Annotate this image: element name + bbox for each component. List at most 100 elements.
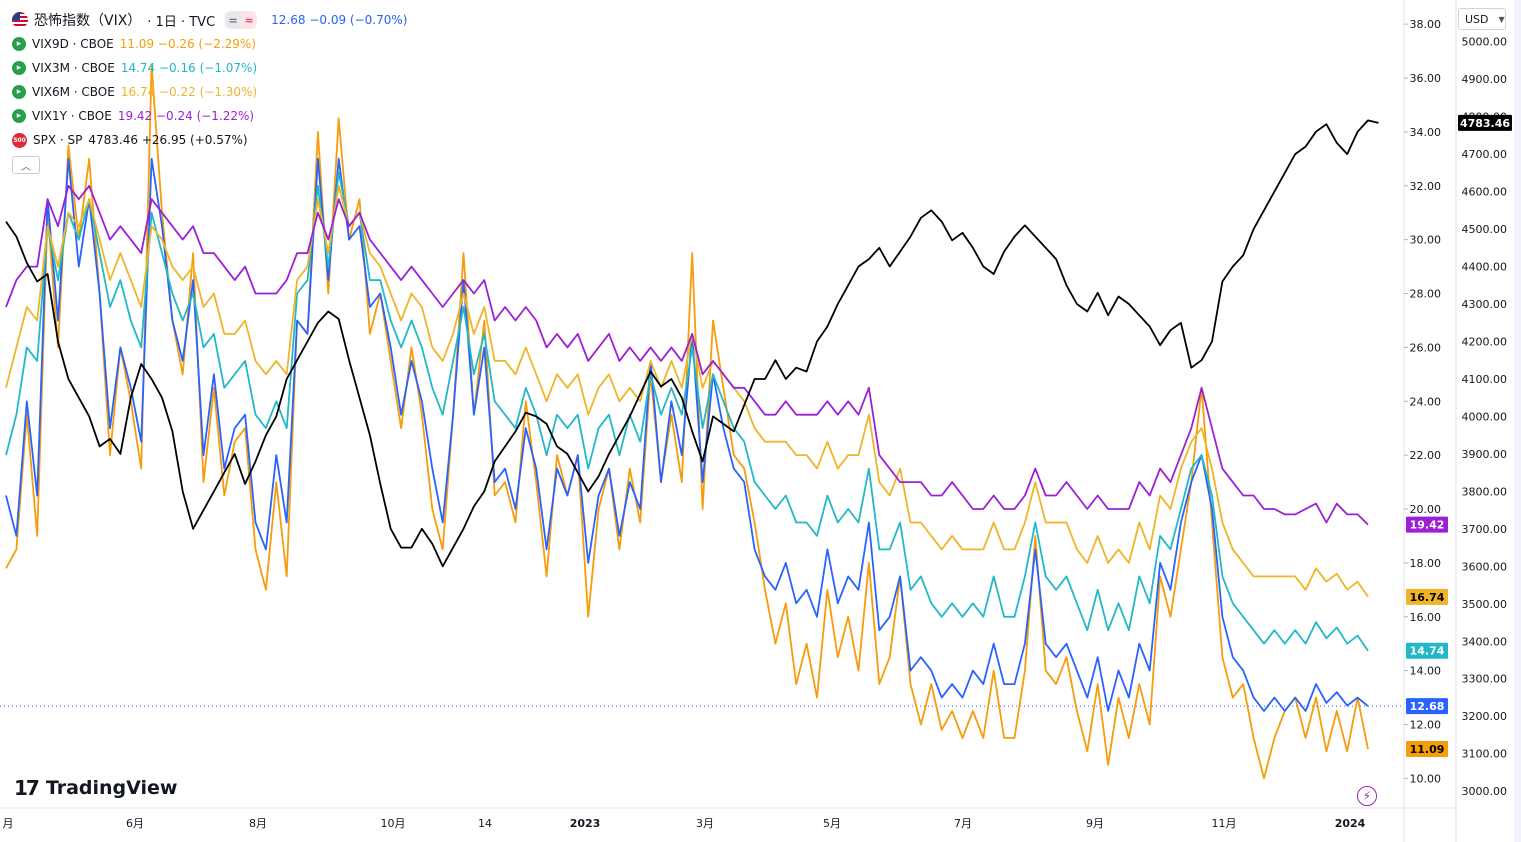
right-tick-label: 3600.00: [1462, 560, 1508, 573]
right-tick-label: 5000.00: [1462, 36, 1508, 49]
last-value-badge: [1406, 698, 1448, 715]
right-tick-label: 4700.00: [1462, 148, 1508, 161]
last-value-badge: [1406, 642, 1448, 659]
legend-symbol[interactable]: VIX1Y · CBOE: [32, 109, 112, 123]
last-value-labels: 11.09 12.68 14.74 16.74 19.42 4783.46: [1406, 114, 1512, 758]
last-value-text: 12.68: [1410, 700, 1445, 713]
series-line-vix3m[interactable]: [5, 171, 1369, 652]
currency-selector[interactable]: USD ▼: [1458, 8, 1506, 30]
last-value-badge: [1406, 516, 1448, 533]
collapse-legend-button[interactable]: ︿: [12, 156, 40, 174]
legend-value: 4783.46 +26.95 (+0.57%): [88, 133, 248, 147]
x-tick-label: 2023: [570, 817, 601, 830]
equals-icon[interactable]: =: [225, 11, 242, 29]
x-tick-label: 3月: [696, 817, 714, 830]
cboe-badge-icon: ▸: [12, 61, 26, 75]
series-line-spx[interactable]: [5, 119, 1379, 568]
right-tick-label: 4200.00: [1462, 335, 1508, 348]
legend-row[interactable]: 500 SPX · SP 4783.46 +26.95 (+0.57%): [12, 128, 407, 152]
legend-row[interactable]: ▸ VIX6M · CBOE 16.74 −0.22 (−1.30%): [12, 80, 407, 104]
approx-icon[interactable]: ≈: [241, 11, 258, 29]
left-tick-label: 34.00: [1410, 126, 1442, 139]
lightning-icon[interactable]: ⚡: [1357, 786, 1377, 806]
main-interval: · 1日 · TVC: [147, 14, 216, 30]
left-tick-label: 24.00: [1410, 395, 1442, 408]
right-tick-label: 4600.00: [1462, 186, 1508, 199]
x-tick-label: 2024: [1335, 817, 1366, 830]
series-line-vix9d[interactable]: [5, 63, 1369, 780]
x-tick-label: 6月: [126, 817, 144, 830]
last-value-text: 11.09: [1410, 743, 1445, 756]
legend-row[interactable]: ▸ VIX9D · CBOE 11.09 −0.26 (−2.29%): [12, 32, 407, 56]
right-tick-label: 4900.00: [1462, 73, 1508, 86]
tradingview-logo[interactable]: 17 TradingView: [14, 776, 177, 800]
last-value-badge: [1458, 114, 1512, 131]
tradingview-wordmark: TradingView: [45, 777, 178, 799]
compare-pill[interactable]: = ≈: [225, 11, 258, 29]
legend-symbol[interactable]: VIX3M · CBOE: [32, 61, 115, 75]
x-tick-label: 14: [478, 817, 492, 830]
currency-label: USD: [1465, 12, 1489, 26]
main-value: 12.68 −0.09 (−0.70%): [271, 13, 408, 27]
right-tick-label: 4300.00: [1462, 298, 1508, 311]
cboe-badge-icon: ▸: [12, 37, 26, 51]
right-tick-label: 4000.00: [1462, 410, 1508, 423]
right-tick-label: 3900.00: [1462, 448, 1508, 461]
tradingview-mark-icon: 17: [14, 776, 40, 800]
legend-value: 14.74 −0.16 (−1.07%): [120, 61, 258, 75]
last-value-text: 4783.46: [1460, 117, 1510, 130]
cboe-badge-icon: ▸: [12, 109, 26, 123]
left-tick-label: 38.00: [1410, 18, 1442, 31]
right-tick-label: 3400.00: [1462, 635, 1508, 648]
legend-value: 11.09 −0.26 (−2.29%): [119, 37, 257, 51]
left-tick-label: 20.00: [1410, 503, 1442, 516]
legend-symbol[interactable]: VIX9D · CBOE: [32, 37, 114, 51]
x-tick-label: 11月: [1212, 817, 1237, 830]
left-tick-label: 14.00: [1410, 665, 1442, 678]
right-tick-label: 4100.00: [1462, 373, 1508, 386]
last-value-text: 14.74: [1410, 645, 1445, 658]
left-tick-label: 22.00: [1410, 449, 1442, 462]
scrollbar-track[interactable]: [1514, 0, 1521, 842]
series-line-vix6m[interactable]: [5, 184, 1369, 598]
sp500-badge-icon: 500: [12, 132, 27, 148]
right-tick-label: 3200.00: [1462, 710, 1508, 723]
right-tick-label: 3800.00: [1462, 485, 1508, 498]
us-flag-icon: [12, 12, 28, 28]
x-tick-label: 5月: [823, 817, 841, 830]
right-tick-label: 3700.00: [1462, 523, 1508, 536]
last-value-text: 16.74: [1410, 591, 1445, 604]
legend-row[interactable]: ▸ VIX3M · CBOE 14.74 −0.16 (−1.07%): [12, 56, 407, 80]
legend-value: 19.42 −0.24 (−1.22%): [117, 109, 255, 123]
x-tick-label: 8月: [249, 817, 267, 830]
x-tick-label: 月: [3, 817, 14, 830]
right-tick-label: 4400.00: [1462, 261, 1508, 274]
left-tick-label: 36.00: [1410, 72, 1442, 85]
legend-symbol[interactable]: VIX6M · CBOE: [32, 85, 115, 99]
series-line-vix[interactable]: [5, 157, 1369, 712]
legend: 恐怖指数（VIX） · 1日 · TVC = ≈ 12.68 −0.09 (−0…: [12, 8, 407, 174]
right-tick-label: 3500.00: [1462, 598, 1508, 611]
legend-main-row[interactable]: 恐怖指数（VIX） · 1日 · TVC = ≈ 12.68 −0.09 (−0…: [12, 8, 407, 32]
last-value-badge: [1406, 588, 1448, 605]
legend-row[interactable]: ▸ VIX1Y · CBOE 19.42 −0.24 (−1.22%): [12, 104, 407, 128]
main-symbol-title[interactable]: 恐怖指数（VIX）: [34, 13, 142, 29]
series-line-vix1y[interactable]: [5, 184, 1369, 526]
series-layer[interactable]: [5, 63, 1379, 780]
left-tick-label: 10.00: [1410, 772, 1442, 785]
legend-symbol[interactable]: SPX · SP: [33, 133, 83, 147]
x-tick-label: 7月: [954, 817, 972, 830]
chevron-down-icon: ▼: [1498, 14, 1505, 24]
x-tick-label: 10月: [381, 817, 406, 830]
x-tick-label: 9月: [1086, 817, 1104, 830]
left-tick-label: 28.00: [1410, 288, 1442, 301]
cboe-badge-icon: ▸: [12, 85, 26, 99]
left-tick-label: 30.00: [1410, 234, 1442, 247]
last-value-text: 19.42: [1410, 519, 1445, 532]
right-tick-label: 3300.00: [1462, 673, 1508, 686]
right-tick-label: 3000.00: [1462, 785, 1508, 798]
left-tick-label: 18.00: [1410, 557, 1442, 570]
left-tick-label: 16.00: [1410, 611, 1442, 624]
